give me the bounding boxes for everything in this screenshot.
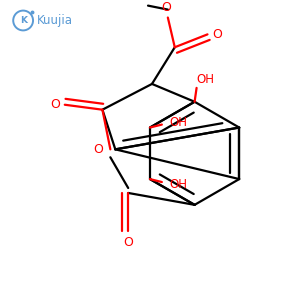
Text: OH: OH bbox=[170, 116, 188, 129]
Text: O: O bbox=[94, 143, 103, 156]
Text: O: O bbox=[50, 98, 60, 111]
Text: K: K bbox=[20, 16, 27, 25]
Text: OH: OH bbox=[170, 178, 188, 190]
Text: O: O bbox=[161, 1, 171, 14]
Text: OH: OH bbox=[196, 74, 214, 86]
Text: Kuujia: Kuujia bbox=[37, 14, 73, 27]
Text: O: O bbox=[123, 236, 133, 249]
Text: O: O bbox=[212, 28, 222, 41]
